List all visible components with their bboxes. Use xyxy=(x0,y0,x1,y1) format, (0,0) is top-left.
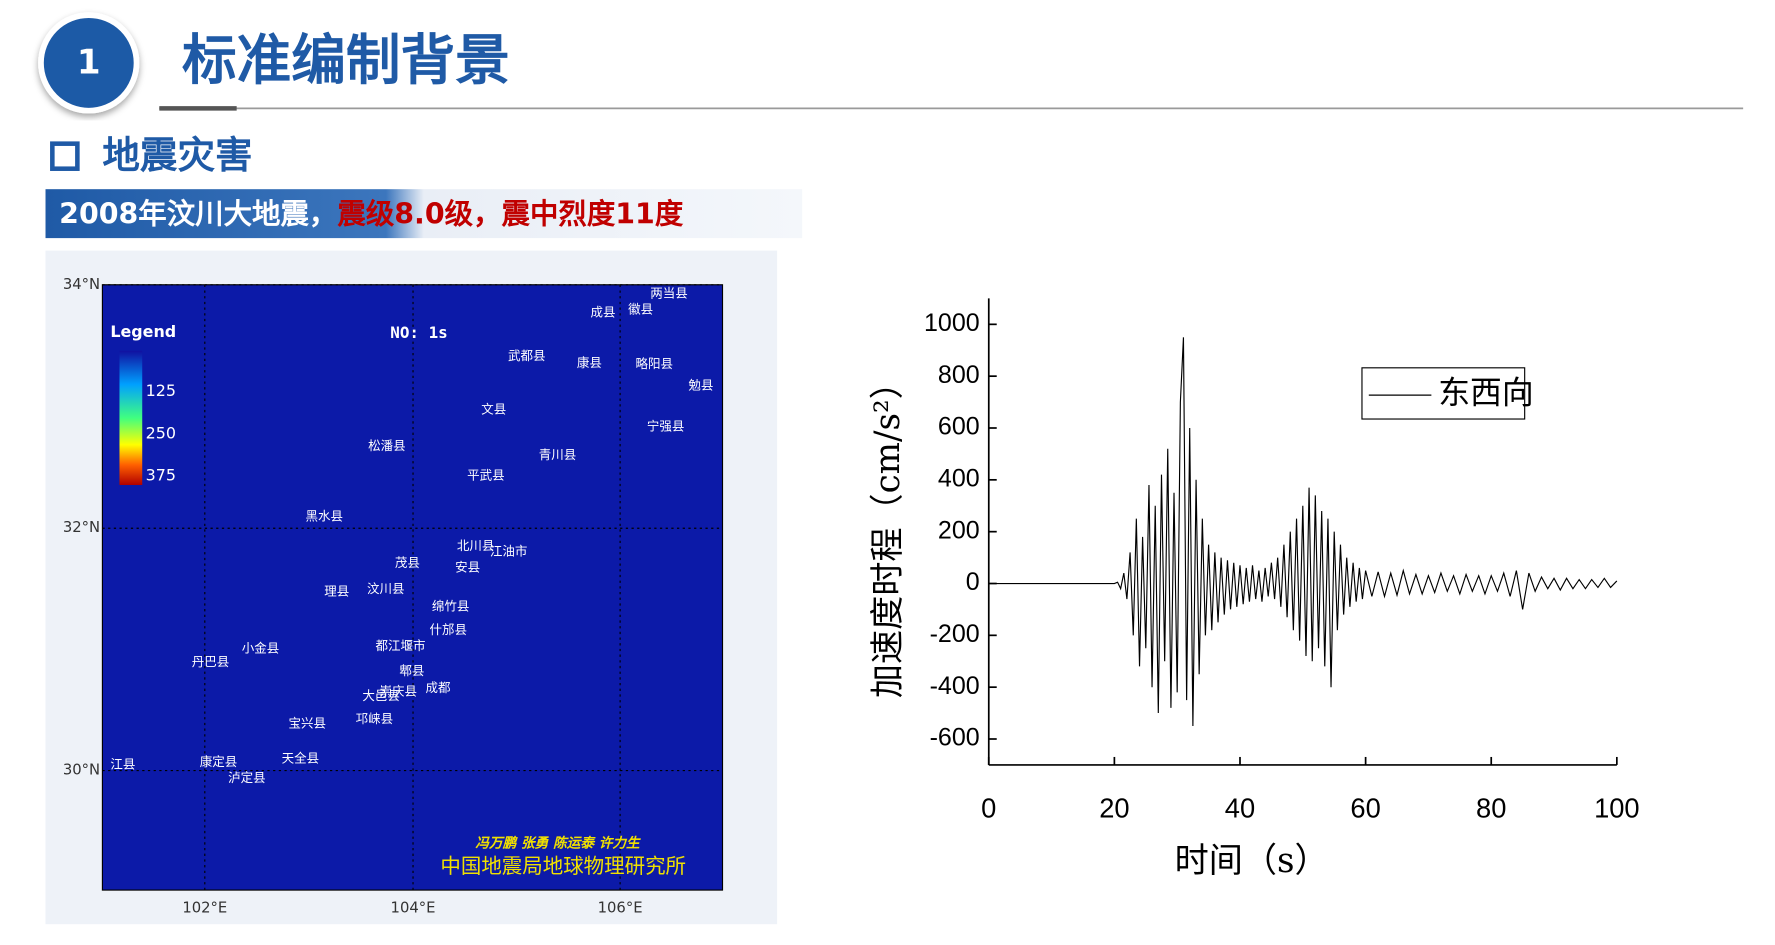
place-label: 康定县 xyxy=(200,754,238,769)
place-label: 理县 xyxy=(324,583,349,598)
legend-label: 东西向 xyxy=(1438,374,1534,412)
x-tick-label: 0 xyxy=(981,793,996,824)
lat-label: 34°N xyxy=(63,276,100,293)
place-label: 江油市 xyxy=(490,544,528,559)
place-label: 康县 xyxy=(577,355,602,370)
place-label: 小金县 xyxy=(242,640,280,655)
x-tick-label: 20 xyxy=(1099,793,1129,824)
place-label: 勉县 xyxy=(688,378,713,393)
y-tick-label: -600 xyxy=(930,724,980,752)
place-label: 青川县 xyxy=(539,447,577,462)
place-label: 泸定县 xyxy=(228,770,266,785)
y-tick-label: 1000 xyxy=(924,309,980,337)
place-label: 文县 xyxy=(481,401,506,416)
place-label: 略阳县 xyxy=(635,356,673,371)
x-tick-label: 40 xyxy=(1225,793,1255,824)
legend-title: Legend xyxy=(110,322,176,341)
place-label: 丹巴县 xyxy=(192,654,230,669)
place-label: 北川县 xyxy=(457,538,495,553)
place-label: 郫县 xyxy=(399,663,424,678)
y-tick-label: 200 xyxy=(938,516,980,544)
place-label: 天全县 xyxy=(282,751,320,766)
x-axis-label: 时间（s） xyxy=(1175,841,1329,881)
map-institute: 中国地震局地球物理研究所 xyxy=(440,854,686,878)
place-label: 汶川县 xyxy=(367,581,405,596)
place-label: 大邑县 xyxy=(362,688,400,703)
place-label: 宝兴县 xyxy=(288,715,326,730)
series-line xyxy=(988,337,1618,727)
banner-text: 2008年汶川大地震，震级8.0级，震中烈度11度 xyxy=(59,197,684,230)
x-tick-label: 100 xyxy=(1594,793,1640,824)
place-label: 两当县 xyxy=(650,285,688,300)
y-tick-label: 800 xyxy=(938,361,980,389)
colorbar-label: 375 xyxy=(146,465,176,484)
title: 标准编制背景 xyxy=(182,28,510,92)
place-label: 黑水县 xyxy=(306,508,344,523)
lon-label: 106°E xyxy=(598,899,643,916)
banner xyxy=(45,189,803,239)
lon-label: 104°E xyxy=(391,899,436,916)
y-tick-label: -200 xyxy=(930,620,980,648)
place-label: 成县 xyxy=(591,305,616,320)
badge xyxy=(38,12,140,114)
y-tick-label: 400 xyxy=(938,464,980,492)
colorbar-label: 250 xyxy=(146,423,176,442)
frame-label: NO: 1s xyxy=(390,323,447,342)
place-label: 宁强县 xyxy=(647,418,685,433)
place-label: 绵竹县 xyxy=(432,598,470,613)
colorbar xyxy=(119,350,143,486)
lon-label: 102°E xyxy=(182,899,227,916)
map-authors: 冯万鹏 张勇 陈运泰 许力生 xyxy=(475,835,641,851)
lat-label: 30°N xyxy=(63,762,100,779)
place-label: 徽县 xyxy=(628,301,653,316)
bullet xyxy=(50,141,80,171)
place-label: 武都县 xyxy=(508,348,546,363)
map-layer: 102°E 104°E 106°E 34°N 32°N 30°N Legend 125 250 3… xyxy=(63,276,723,916)
place-label: 安县 xyxy=(455,560,480,575)
y-tick-label: 600 xyxy=(938,413,980,441)
chart: -600 -400 -200 0 200 400 600 800 1000 0 20 40 60 80 10… xyxy=(868,309,1640,881)
lat-label: 32°N xyxy=(63,519,100,536)
place-label: 邛崃县 xyxy=(356,711,394,726)
place-label: 茂县 xyxy=(395,555,420,570)
place-label: 平武县 xyxy=(467,467,505,482)
x-tick-label: 60 xyxy=(1350,793,1380,824)
banner-highlight: 震级8.0级，震中烈度11度 xyxy=(337,197,683,230)
y-tick-label: -400 xyxy=(930,672,980,700)
place-label: 都江堰市 xyxy=(376,638,426,653)
colorbar-label: 125 xyxy=(146,381,176,400)
y-axis-label: 加速度时程（cm/s²） xyxy=(868,365,908,698)
badge-number: 1 xyxy=(77,43,101,83)
place-label: 成都 xyxy=(426,680,452,695)
place-label: 江县 xyxy=(110,756,135,771)
section-title: 地震灾害 xyxy=(102,133,252,177)
y-tick-label: 0 xyxy=(966,568,980,596)
x-tick-label: 80 xyxy=(1476,793,1506,824)
place-label: 松潘县 xyxy=(368,438,406,453)
banner-lead: 2008年汶川大地震， xyxy=(59,197,337,230)
place-label: 崇庆县 xyxy=(379,684,417,699)
legend-box xyxy=(1361,367,1526,420)
place-label: 什邡县 xyxy=(430,622,468,637)
